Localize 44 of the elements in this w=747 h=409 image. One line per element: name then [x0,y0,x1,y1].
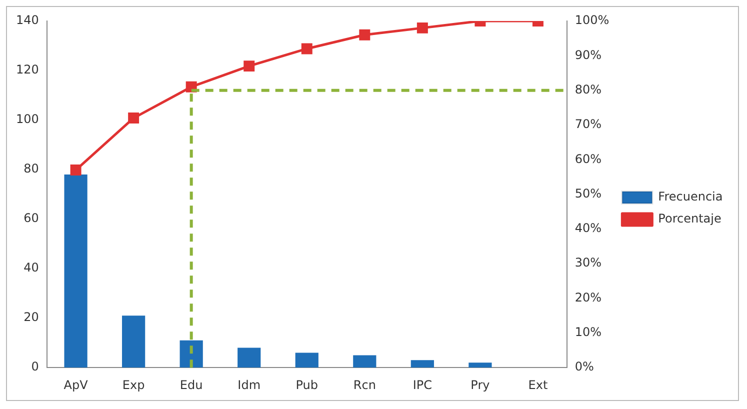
y2-tick-label: 70% [574,117,602,132]
y-tick-label: 0 [31,360,39,374]
bar [64,174,88,368]
y-tick-label: 140 [16,13,39,28]
x-tick-label: Pry [470,378,490,392]
x-tick-label: IPC [412,378,432,392]
point [359,29,370,40]
bar [468,362,492,368]
x-tick-label: Rcn [353,378,376,392]
y2-tick-label: 30% [574,256,602,270]
legend-label: Frecuencia [658,190,723,204]
legend-label: Porcentaje [658,212,722,226]
bar [410,360,434,368]
point [128,112,140,124]
y2-tick-label: 0% [574,360,594,374]
x-tick-label: Idm [238,378,261,392]
y-tick-label: 40 [24,260,39,275]
x-tick-label: Edu [180,378,203,392]
point [301,43,312,54]
point [70,164,82,176]
bar [353,355,376,368]
bar [238,348,261,368]
y2-tick-label: 100% [574,13,610,28]
y-tick-label: 20 [24,310,39,324]
y2-tick-label: 10% [574,325,602,340]
x-tick-label: Ext [528,378,548,392]
bar [122,316,146,368]
y2-tick-label: 20% [574,290,602,304]
x-tick-label: Pub [296,378,318,392]
y2-tick-label: 60% [574,152,602,166]
y-tick-label: 120 [16,62,39,77]
point [416,22,428,34]
x-tick-label: Exp [122,378,145,392]
bar [295,352,318,368]
bar [180,340,203,368]
y-tick-label: 100 [16,112,39,126]
y2-tick-label: 80% [574,82,602,96]
y2-tick-label: 40% [574,221,602,236]
y-tick-label: 60 [24,211,39,226]
x-tick-label: ApV [64,378,89,392]
y2-tick-label: 50% [574,186,602,200]
point [244,60,255,72]
y-tick-label: 80 [24,162,39,176]
y2-tick-label: 90% [574,48,602,62]
